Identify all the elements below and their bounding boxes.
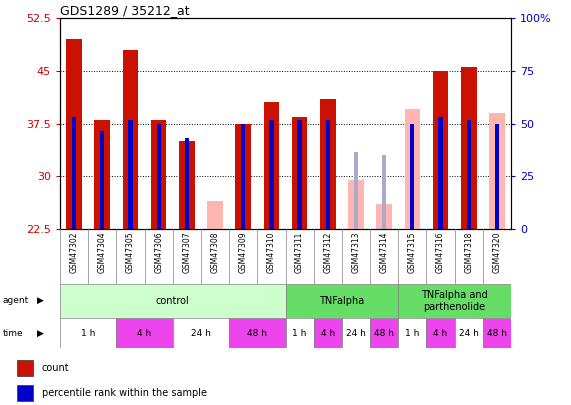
Text: GSM47307: GSM47307: [182, 232, 191, 273]
Bar: [399, 318, 427, 348]
Bar: [94, 120, 110, 229]
Text: GSM47310: GSM47310: [267, 232, 276, 273]
Text: control: control: [156, 296, 190, 306]
Text: 24 h: 24 h: [346, 328, 366, 338]
Bar: [264, 102, 279, 229]
Bar: [286, 284, 399, 318]
Bar: [72, 117, 76, 229]
Text: GSM47304: GSM47304: [98, 232, 107, 273]
Text: GSM47320: GSM47320: [492, 232, 501, 273]
Bar: [179, 141, 195, 229]
Bar: [382, 155, 387, 229]
Bar: [292, 117, 307, 229]
Bar: [173, 318, 229, 348]
Text: 48 h: 48 h: [247, 328, 267, 338]
Bar: [286, 318, 313, 348]
Text: 24 h: 24 h: [191, 328, 211, 338]
Bar: [128, 120, 132, 229]
Text: GSM47306: GSM47306: [154, 232, 163, 273]
Bar: [439, 117, 443, 229]
Text: time: time: [3, 328, 23, 338]
Bar: [399, 284, 511, 318]
Bar: [427, 318, 455, 348]
Bar: [342, 318, 370, 348]
Bar: [235, 124, 251, 229]
Text: count: count: [42, 363, 69, 373]
Bar: [348, 180, 364, 229]
Bar: [376, 204, 392, 229]
Bar: [60, 284, 286, 318]
Text: TNFalpha and
parthenolide: TNFalpha and parthenolide: [421, 290, 488, 311]
Bar: [489, 113, 505, 229]
Bar: [116, 318, 173, 348]
Text: 24 h: 24 h: [459, 328, 478, 338]
Bar: [270, 120, 274, 229]
Bar: [313, 318, 342, 348]
Text: GSM47305: GSM47305: [126, 232, 135, 273]
Bar: [467, 120, 471, 229]
Text: GSM47316: GSM47316: [436, 232, 445, 273]
Bar: [495, 124, 499, 229]
Text: GSM47302: GSM47302: [70, 232, 79, 273]
Text: ▶: ▶: [37, 328, 44, 338]
Text: GSM47315: GSM47315: [408, 232, 417, 273]
Bar: [17, 360, 33, 377]
Bar: [433, 71, 448, 229]
Bar: [410, 124, 415, 229]
Bar: [207, 201, 223, 229]
Text: 4 h: 4 h: [138, 328, 152, 338]
Bar: [156, 124, 161, 229]
Bar: [354, 151, 358, 229]
Text: GSM47314: GSM47314: [380, 232, 389, 273]
Bar: [297, 120, 301, 229]
Text: 48 h: 48 h: [487, 328, 507, 338]
Bar: [17, 384, 33, 401]
Bar: [405, 109, 420, 229]
Bar: [100, 130, 104, 229]
Text: GSM47311: GSM47311: [295, 232, 304, 273]
Text: GSM47318: GSM47318: [464, 232, 473, 273]
Bar: [461, 67, 477, 229]
Text: 48 h: 48 h: [374, 328, 394, 338]
Bar: [483, 318, 511, 348]
Text: 1 h: 1 h: [81, 328, 95, 338]
Text: 4 h: 4 h: [433, 328, 448, 338]
Bar: [66, 39, 82, 229]
Text: agent: agent: [3, 296, 29, 305]
Bar: [455, 318, 483, 348]
Text: ▶: ▶: [37, 296, 44, 305]
Bar: [123, 50, 138, 229]
Text: GSM47308: GSM47308: [211, 232, 219, 273]
Bar: [320, 99, 336, 229]
Text: GSM47312: GSM47312: [323, 232, 332, 273]
Text: GSM47309: GSM47309: [239, 232, 248, 273]
Text: 1 h: 1 h: [292, 328, 307, 338]
Bar: [241, 124, 246, 229]
Text: TNFalpha: TNFalpha: [319, 296, 364, 306]
Text: GSM47313: GSM47313: [352, 232, 360, 273]
Bar: [370, 318, 399, 348]
Bar: [60, 318, 116, 348]
Bar: [184, 138, 189, 229]
Text: percentile rank within the sample: percentile rank within the sample: [42, 388, 207, 398]
Bar: [229, 318, 286, 348]
Bar: [151, 120, 166, 229]
Bar: [325, 120, 330, 229]
Text: 1 h: 1 h: [405, 328, 420, 338]
Text: GDS1289 / 35212_at: GDS1289 / 35212_at: [60, 4, 190, 17]
Text: 4 h: 4 h: [321, 328, 335, 338]
